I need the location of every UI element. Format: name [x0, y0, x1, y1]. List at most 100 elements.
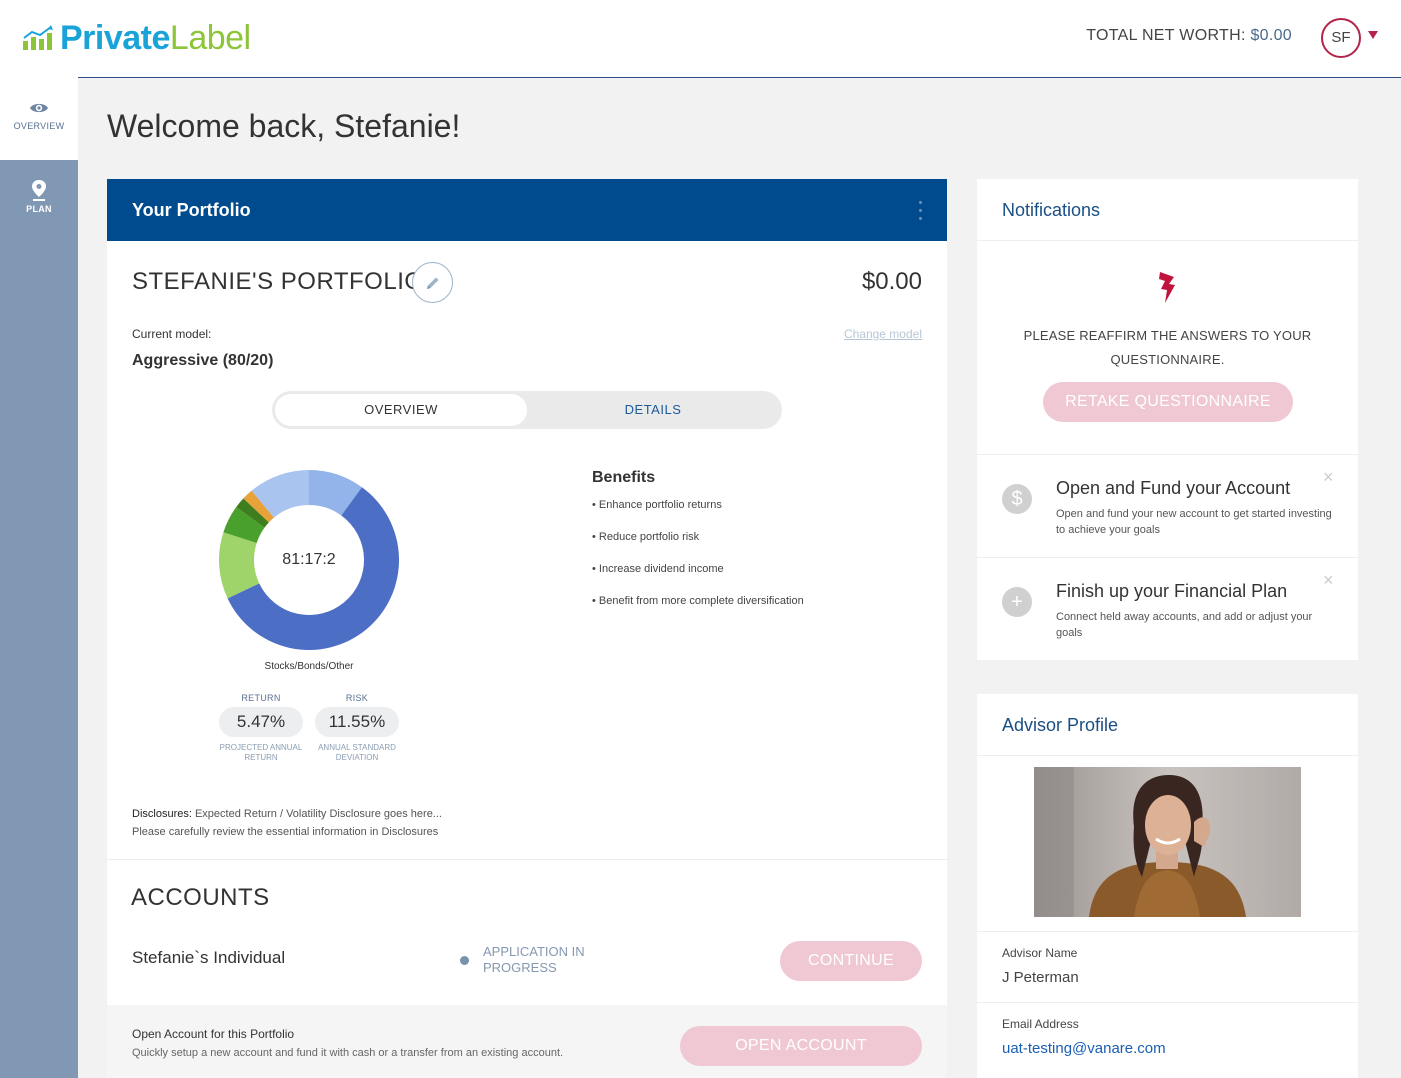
notifications-card: Notifications PLEASE REAFFIRM THE ANSWER…: [977, 179, 1358, 660]
notification-text: Open and fund your new account to get st…: [1056, 508, 1332, 536]
change-model-link[interactable]: Change model: [843, 327, 922, 341]
advisor-title: Advisor Profile: [1002, 715, 1119, 735]
disclosures-note[interactable]: Please carefully review the essential in…: [132, 826, 439, 838]
disclosures: Disclosures: Expected Return / Volatilit…: [132, 805, 442, 841]
open-account-section: Open Account for this Portfolio Quickly …: [107, 1005, 947, 1078]
divider: [107, 859, 947, 860]
divider: [977, 931, 1358, 932]
total-net-worth: TOTAL NET WORTH: $0.00: [1086, 27, 1292, 45]
donut-segment-0: [309, 470, 362, 516]
questionnaire-alert: PLEASE REAFFIRM THE ANSWERS TO YOUR QUES…: [1023, 328, 1312, 367]
top-bar: PrivateLabel TOTAL NET WORTH: $0.00 SF: [0, 0, 1401, 78]
tab-overview[interactable]: OVERVIEW: [275, 394, 527, 426]
return-value: 5.47%: [219, 707, 303, 737]
sidebar-item-overview[interactable]: OVERVIEW: [0, 78, 78, 160]
allocation-donut-chart: [219, 470, 399, 650]
notification-title: Open and Fund your Account: [1056, 478, 1291, 498]
risk-label: RISK: [345, 693, 369, 703]
advisor-photo: [1034, 767, 1301, 917]
account-name: Stefanie`s Individual: [132, 948, 286, 967]
eye-icon: [30, 103, 48, 113]
donut-segment-5: [243, 490, 274, 523]
close-icon[interactable]: ×: [1323, 467, 1334, 487]
portfolio-name: STEFANIE'S PORTFOLIO: [132, 268, 424, 295]
notification-item-fund-account[interactable]: $ Open and Fund your Account Open and fu…: [977, 455, 1358, 557]
risk-value: 11.55%: [315, 707, 399, 737]
kebab-menu-icon[interactable]: [919, 201, 923, 221]
lightning-bolt-icon: [1159, 272, 1175, 303]
portfolio-card: Your Portfolio STEFANIE'S PORTFOLIO $0.0…: [107, 179, 947, 1078]
notification-title: Finish up your Financial Plan: [1056, 581, 1288, 601]
tab-details[interactable]: DETAILS: [624, 402, 682, 417]
donut-segment-6: [251, 470, 309, 518]
portfolio-card-title: Your Portfolio: [132, 200, 251, 220]
portfolio-value: $0.00: [861, 268, 922, 295]
portfolio-card-header: Your Portfolio: [107, 179, 947, 241]
dollar-icon: $: [1002, 484, 1032, 514]
disclosures-text: Expected Return / Volatility Disclosure …: [194, 808, 442, 820]
net-worth-value: $0.00: [1250, 27, 1292, 44]
return-description: PROJECTED ANNUAL RETURN: [219, 743, 303, 762]
current-model-value: Aggressive (80/20): [132, 352, 274, 369]
list-item: • Enhance portfolio returns: [592, 499, 722, 511]
divider: [977, 1002, 1358, 1003]
advisor-header: Advisor Profile: [977, 694, 1358, 756]
welcome-heading: Welcome back, Stefanie!: [107, 108, 461, 144]
brand-label: Label: [169, 18, 251, 57]
pencil-icon: [426, 277, 438, 289]
advisor-email-label: Email Address: [1002, 1017, 1079, 1031]
brand-logo[interactable]: PrivateLabel: [22, 18, 251, 58]
continue-button[interactable]: CONTINUE: [780, 941, 922, 981]
brand-name: PrivateLabel: [60, 19, 251, 58]
advisor-name-label: Advisor Name: [1002, 946, 1078, 960]
edit-portfolio-button[interactable]: [412, 262, 453, 303]
account-status: APPLICATION IN PROGRESS: [483, 944, 585, 975]
sidebar-item-plan[interactable]: PLAN: [0, 160, 78, 242]
benefits-section: Benefits • Enhance portfolio returns • R…: [592, 469, 804, 627]
advisor-profile-card: Advisor Profile Advisor Name J Peterman …: [977, 694, 1358, 1078]
user-avatar[interactable]: SF: [1321, 18, 1361, 58]
notifications-title: Notifications: [1002, 200, 1101, 220]
donut-segment-3: [223, 507, 265, 544]
portfolio-view-toggle: OVERVIEW DETAILS: [272, 391, 782, 429]
advisor-email-link[interactable]: uat-testing@vanare.com: [1002, 1040, 1166, 1057]
brand-private: Private: [60, 18, 170, 57]
allocation-caption: Stocks/Bonds/Other: [264, 661, 354, 672]
open-account-button[interactable]: OPEN ACCOUNT: [680, 1026, 922, 1066]
list-item: • Reduce portfolio risk: [592, 531, 700, 543]
benefits-title: Benefits: [592, 469, 656, 486]
plus-circle-icon: +: [1002, 587, 1032, 617]
sidebar-item-label: OVERVIEW: [13, 121, 65, 131]
risk-description: ANNUAL STANDARD DEVIATION: [318, 743, 396, 762]
list-item: • Increase dividend income: [592, 563, 724, 575]
notifications-header: Notifications: [977, 179, 1358, 241]
current-model-label: Current model:: [132, 327, 212, 341]
list-item: • Benefit from more complete diversifica…: [592, 595, 804, 607]
caret-down-icon[interactable]: [1368, 31, 1378, 39]
divider: [977, 454, 1358, 455]
return-metric: RETURN 5.47% PROJECTED ANNUAL RETURN: [216, 693, 306, 763]
donut-segment-4: [236, 498, 269, 528]
benefits-list: • Enhance portfolio returns • Reduce por…: [592, 499, 804, 627]
divider: [977, 557, 1358, 558]
advisor-name: J Peterman: [1002, 969, 1079, 986]
donut-segment-1: [227, 487, 399, 650]
accounts-heading: ACCOUNTS: [131, 884, 270, 911]
bar-chart-logo-icon: [23, 25, 53, 50]
sidebar: OVERVIEW PLAN: [0, 78, 78, 1078]
header-divider: [78, 77, 1401, 78]
open-account-title: Open Account for this Portfolio: [132, 1027, 295, 1041]
disclosures-label: Disclosures:: [132, 808, 192, 820]
retake-questionnaire-button[interactable]: RETAKE QUESTIONNAIRE: [1043, 382, 1293, 422]
net-worth-label: TOTAL NET WORTH:: [1086, 27, 1246, 44]
donut-segment-2: [219, 532, 260, 599]
status-dot: [460, 956, 469, 965]
map-pin-icon: [32, 180, 46, 201]
notification-item-financial-plan[interactable]: + Finish up your Financial Plan Connect …: [977, 558, 1358, 660]
return-label: RETURN: [241, 693, 281, 703]
notification-text: Connect held away accounts, and add or a…: [1056, 611, 1313, 639]
open-account-description: Quickly setup a new account and fund it …: [132, 1047, 564, 1059]
close-icon[interactable]: ×: [1323, 570, 1334, 590]
risk-metric: RISK 11.55% ANNUAL STANDARD DEVIATION: [312, 693, 402, 763]
sidebar-item-label: PLAN: [26, 204, 52, 214]
